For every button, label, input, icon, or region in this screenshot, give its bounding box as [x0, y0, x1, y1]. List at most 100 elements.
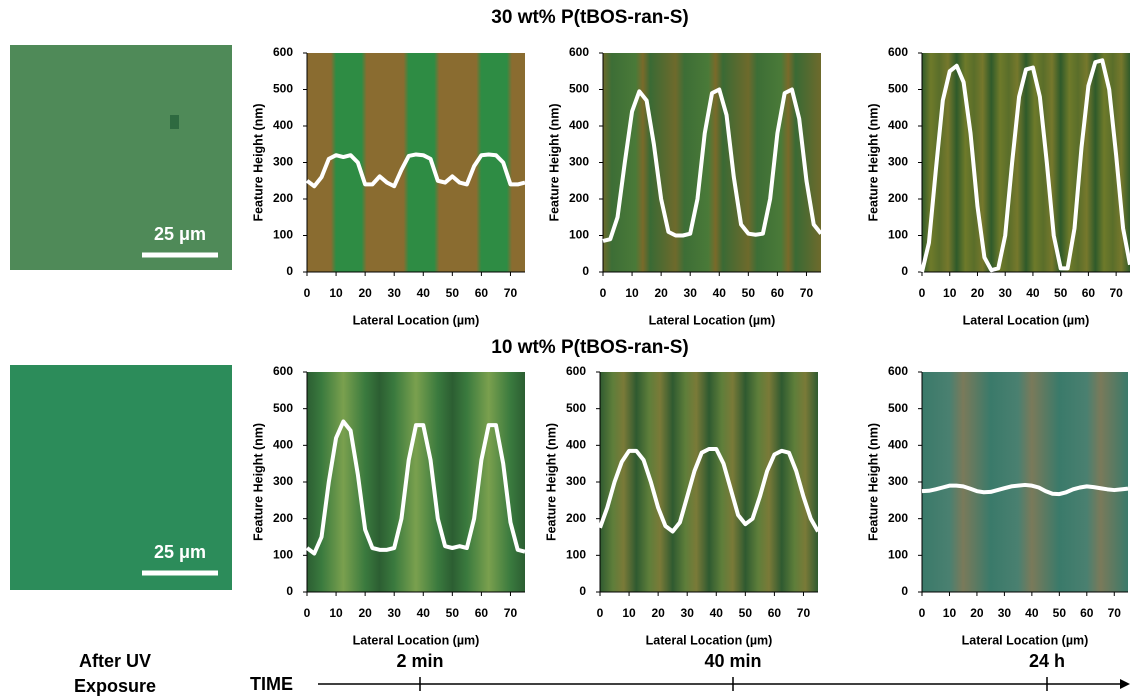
row-title: 10 wt% P(tBOS-ran-S) — [491, 337, 688, 358]
y-axis-label: Feature Height (nm) — [544, 423, 558, 541]
y-tick-label: 400 — [569, 118, 589, 132]
x-tick-label: 0 — [304, 286, 311, 300]
y-axis-label: Feature Height (nm) — [547, 103, 561, 221]
x-tick-label: 0 — [304, 606, 311, 620]
y-tick-label: 100 — [273, 548, 293, 562]
optical-image — [922, 372, 1128, 592]
x-axis-label: Lateral Location (µm) — [646, 633, 773, 647]
x-tick-label: 70 — [800, 286, 814, 300]
y-tick-label: 500 — [566, 401, 586, 415]
y-tick-label: 200 — [888, 511, 908, 525]
y-tick-label: 600 — [566, 364, 586, 378]
timeline-left-label: Exposure — [74, 676, 156, 696]
y-tick-label: 200 — [566, 511, 586, 525]
optical-image — [922, 53, 1130, 272]
x-tick-label: 70 — [504, 606, 518, 620]
x-tick-label: 40 — [417, 606, 431, 620]
x-axis-label: Lateral Location (µm) — [353, 633, 480, 647]
x-tick-label: 30 — [681, 606, 695, 620]
profile-line — [602, 87, 823, 243]
y-tick-label: 500 — [888, 401, 908, 415]
y-tick-label: 300 — [566, 474, 586, 488]
x-tick-label: 30 — [388, 286, 402, 300]
y-tick-label: 300 — [273, 155, 293, 169]
x-tick-label: 20 — [651, 606, 665, 620]
x-tick-label: 40 — [710, 606, 724, 620]
y-tick-label: 500 — [273, 401, 293, 415]
y-tick-label: 400 — [273, 118, 293, 132]
micrograph — [10, 365, 232, 590]
x-tick-label: 60 — [475, 286, 489, 300]
timeline-left-label: After UV — [79, 651, 151, 671]
x-tick-label: 50 — [739, 606, 753, 620]
y-tick-label: 500 — [569, 82, 589, 96]
y-tick-label: 100 — [888, 228, 908, 242]
x-tick-label: 60 — [768, 606, 782, 620]
row-title: 30 wt% P(tBOS-ran-S) — [491, 7, 688, 28]
x-tick-label: 60 — [1080, 606, 1094, 620]
y-tick-label: 0 — [582, 264, 589, 278]
micrograph-defect — [170, 115, 179, 129]
y-tick-label: 0 — [286, 584, 293, 598]
x-tick-label: 30 — [998, 606, 1012, 620]
y-tick-label: 400 — [273, 438, 293, 452]
y-tick-label: 300 — [888, 474, 908, 488]
y-tick-label: 200 — [888, 191, 908, 205]
y-tick-label: 400 — [888, 438, 908, 452]
profile-line — [921, 482, 1129, 497]
y-tick-label: 600 — [888, 45, 908, 59]
y-tick-label: 200 — [569, 191, 589, 205]
x-tick-label: 70 — [504, 286, 518, 300]
x-tick-label: 30 — [388, 606, 402, 620]
x-tick-label: 10 — [943, 286, 957, 300]
y-tick-label: 200 — [273, 511, 293, 525]
y-tick-label: 100 — [888, 548, 908, 562]
profile-line — [305, 419, 526, 556]
y-axis-label: Feature Height (nm) — [866, 103, 880, 221]
x-tick-label: 20 — [970, 606, 984, 620]
x-tick-label: 50 — [742, 286, 756, 300]
x-tick-label: 40 — [1025, 606, 1039, 620]
timeline-axis-label: TIME — [250, 674, 293, 694]
scale-bar-label: 25 μm — [154, 224, 206, 244]
y-axis-label: Feature Height (nm) — [866, 423, 880, 541]
x-tick-label: 10 — [943, 606, 957, 620]
x-tick-label: 0 — [597, 606, 604, 620]
y-tick-label: 200 — [273, 191, 293, 205]
y-tick-label: 300 — [273, 474, 293, 488]
x-tick-label: 70 — [1108, 606, 1122, 620]
x-tick-label: 60 — [771, 286, 785, 300]
profile-line — [305, 152, 526, 189]
x-tick-label: 70 — [797, 606, 811, 620]
x-tick-label: 50 — [446, 286, 460, 300]
x-tick-label: 20 — [358, 286, 372, 300]
y-tick-label: 400 — [888, 118, 908, 132]
y-tick-label: 100 — [273, 228, 293, 242]
optical-image — [603, 53, 821, 272]
time-label: 40 min — [704, 651, 761, 671]
x-tick-label: 10 — [622, 606, 636, 620]
y-tick-label: 500 — [888, 82, 908, 96]
y-tick-label: 0 — [579, 584, 586, 598]
micrograph — [10, 45, 232, 270]
y-axis-label: Feature Height (nm) — [251, 103, 265, 221]
y-tick-label: 300 — [888, 155, 908, 169]
x-tick-label: 0 — [600, 286, 607, 300]
y-tick-label: 500 — [273, 82, 293, 96]
x-tick-label: 60 — [1082, 286, 1096, 300]
x-tick-label: 60 — [475, 606, 489, 620]
x-tick-label: 0 — [919, 606, 926, 620]
y-axis-label: Feature Height (nm) — [251, 423, 265, 541]
x-tick-label: 0 — [919, 286, 926, 300]
y-tick-label: 100 — [569, 228, 589, 242]
x-tick-label: 40 — [713, 286, 727, 300]
y-tick-label: 300 — [569, 155, 589, 169]
y-tick-label: 600 — [569, 45, 589, 59]
x-tick-label: 30 — [999, 286, 1013, 300]
y-tick-label: 600 — [273, 45, 293, 59]
x-tick-label: 50 — [446, 606, 460, 620]
profile-line — [598, 447, 820, 534]
x-tick-label: 70 — [1109, 286, 1123, 300]
y-tick-label: 100 — [566, 548, 586, 562]
